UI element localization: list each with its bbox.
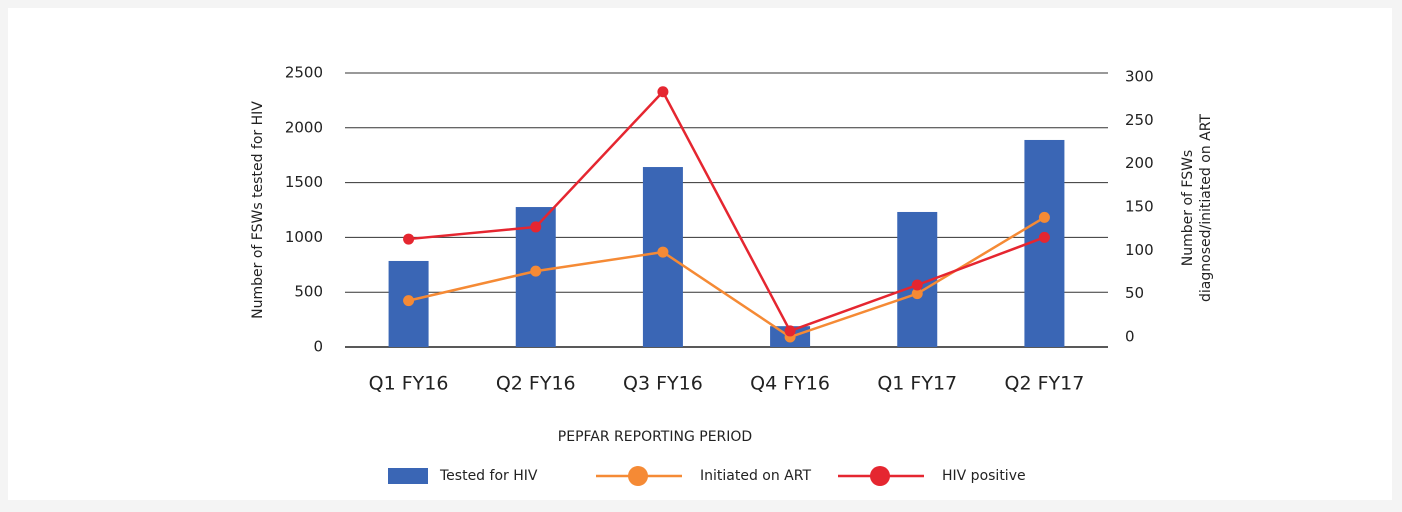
point (911, 288, 923, 300)
legend-label: HIV positive (942, 468, 1026, 484)
y2-axis-label: diagnosed/initiated on ART (1198, 114, 1214, 302)
y-tick-label: 2500 (285, 64, 323, 82)
legend-swatch (388, 468, 428, 484)
point (530, 265, 542, 277)
y2-tick-label: 150 (1125, 198, 1154, 216)
x-tick-label: Q2 FY17 (1005, 373, 1085, 395)
point (1038, 231, 1050, 243)
y-tick-label: 1000 (285, 228, 323, 246)
point (530, 221, 542, 233)
y2-tick-label: 100 (1125, 241, 1154, 259)
y-axis-label: Number of FSWs tested for HIV (250, 101, 266, 319)
legend-label: Tested for HIV (439, 468, 538, 484)
point (784, 325, 796, 337)
y2-tick-label: 200 (1125, 154, 1154, 172)
x-tick-label: Q2 FY16 (496, 373, 576, 395)
y2-tick-label: 50 (1125, 284, 1144, 302)
legend-label: Initiated on ART (700, 468, 811, 484)
x-tick-label: Q1 FY17 (877, 373, 957, 395)
point (1038, 211, 1050, 223)
y2-tick-label: 0 (1125, 328, 1135, 346)
line (408, 89, 1045, 333)
y2-axis-label: Number of FSWs (1180, 150, 1196, 266)
point (403, 295, 415, 307)
x-tick-label: Q3 FY16 (623, 373, 703, 395)
y-tick-label: 1500 (285, 173, 323, 191)
legend-swatch (870, 466, 890, 486)
legend-swatch (628, 466, 648, 486)
point (403, 233, 415, 245)
point (911, 279, 923, 291)
y-tick-label: 0 (313, 338, 323, 356)
x-tick-label: Q4 FY16 (750, 373, 830, 395)
x-tick-label: Q1 FY16 (369, 373, 449, 395)
y2-tick-label: 300 (1125, 68, 1154, 86)
line (408, 216, 1046, 339)
point (657, 246, 669, 258)
y2-tick-label: 250 (1125, 111, 1154, 129)
y-tick-label: 500 (294, 283, 323, 301)
point (657, 86, 669, 98)
x-axis-label: PEPFAR REPORTING PERIOD (558, 429, 752, 445)
panel (8, 8, 1392, 500)
y-tick-label: 2000 (285, 118, 323, 136)
